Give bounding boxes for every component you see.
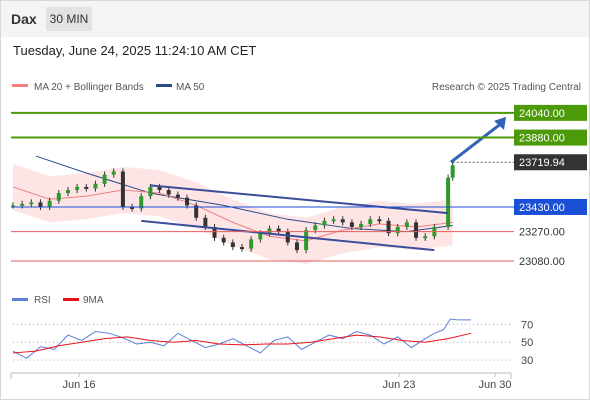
- price-candle: [56, 193, 61, 201]
- price-candle: [102, 174, 107, 184]
- price-candle: [11, 205, 15, 208]
- rsi-line: [12, 318, 471, 359]
- price-candle: [349, 222, 354, 228]
- support-2-label: 23080.00: [519, 256, 565, 268]
- price-candle: [395, 227, 400, 234]
- price-candle: [93, 183, 98, 189]
- price-candle: [386, 220, 391, 234]
- support-1-label: 23270.00: [519, 227, 565, 239]
- price-candle: [313, 225, 318, 231]
- price-candle: [130, 206, 135, 209]
- price-candle: [249, 239, 254, 249]
- x-axis: Jun 16 Jun 23 Jun 30: [10, 372, 512, 391]
- channel-lower-line: [141, 219, 435, 252]
- price-candle: [322, 220, 327, 226]
- price-candle: [359, 223, 364, 228]
- price-candle: [258, 233, 263, 240]
- price-candle: [175, 194, 180, 198]
- price-candle: [111, 171, 116, 175]
- x-tick-label: Jun 30: [478, 379, 511, 391]
- last-price-label: 23719.94: [519, 157, 565, 169]
- price-candle: [267, 228, 272, 234]
- price-candle: [84, 186, 89, 189]
- price-candle: [294, 242, 299, 251]
- rsi-legend-swatch: [12, 298, 28, 301]
- rsi-tick-label: 30: [521, 355, 533, 367]
- ma50-legend-label: MA 50: [176, 82, 205, 93]
- timestamp: Tuesday, June 24, 2025 11:24:10 AM CET: [13, 43, 257, 58]
- channel-upper-line: [150, 184, 449, 215]
- price-candle: [423, 236, 428, 239]
- pivot-tag: [514, 198, 587, 215]
- price-candle: [20, 203, 25, 206]
- price-candle: [139, 196, 144, 209]
- price-candle: [75, 186, 80, 190]
- price-candle: [194, 205, 199, 218]
- price-candle: [29, 202, 34, 205]
- x-tick-label: Jun 16: [62, 379, 95, 391]
- price-candle: [368, 219, 373, 224]
- levels-layer: 24040.00 23880.00 23430.00 23270.00 23080.00…: [11, 104, 587, 268]
- ma50-legend-swatch: [156, 84, 172, 87]
- copyright-text: Research © 2025 Trading Central: [432, 82, 581, 93]
- price-candle: [276, 228, 281, 232]
- resistance-1-tag: [514, 129, 587, 146]
- toolbar: Dax 30 MIN: [1, 1, 589, 37]
- resistance-1-label: 23880.00: [519, 133, 565, 145]
- rsi-ma-legend-label: 9MA: [83, 295, 104, 306]
- price-candle: [65, 190, 70, 194]
- price-candle: [120, 171, 125, 207]
- rsi-ma-line: [12, 332, 472, 354]
- price-candle: [240, 247, 244, 250]
- price-candle: [212, 227, 217, 238]
- price-candle: [414, 222, 419, 238]
- resistance-2-tag: [514, 104, 587, 121]
- price-plot: [11, 116, 506, 265]
- price-candle: [185, 197, 190, 206]
- price-candle: [285, 231, 290, 243]
- ma20-legend-label: MA 20 + Bollinger Bands: [34, 82, 144, 93]
- price-candle: [304, 230, 309, 251]
- x-tick-label: Jun 23: [382, 379, 415, 391]
- price-candle: [203, 217, 208, 228]
- price-candle: [47, 200, 52, 207]
- price-candle: [446, 177, 451, 228]
- target-arrow-head: [494, 116, 506, 130]
- rsi-plot: 70 50 30: [12, 318, 533, 367]
- price-candle: [148, 186, 153, 197]
- rsi-legend-label: RSI: [34, 295, 51, 306]
- price-candle: [377, 219, 382, 222]
- price-candle: [340, 219, 345, 223]
- price-candle: [404, 222, 409, 228]
- price-candle: [230, 242, 235, 248]
- pivot-label: 23430.00: [519, 202, 565, 214]
- resistance-2-label: 24040.00: [519, 108, 565, 120]
- ticker-symbol: Dax: [11, 11, 37, 27]
- last-price-tag: [514, 154, 587, 171]
- price-candle: [331, 219, 336, 222]
- ma20-legend-swatch: [12, 84, 28, 87]
- price-candle: [450, 165, 455, 178]
- target-arrow-shaft: [449, 121, 503, 164]
- rsi-ma-legend-swatch: [63, 298, 79, 301]
- price-candle: [166, 190, 171, 195]
- price-candle: [38, 202, 43, 207]
- price-candle: [157, 186, 162, 190]
- rsi-tick-label: 70: [521, 319, 533, 331]
- price-candle: [221, 237, 226, 243]
- timeframe-button[interactable]: 30 MIN: [46, 7, 92, 31]
- rsi-tick-label: 50: [521, 337, 533, 349]
